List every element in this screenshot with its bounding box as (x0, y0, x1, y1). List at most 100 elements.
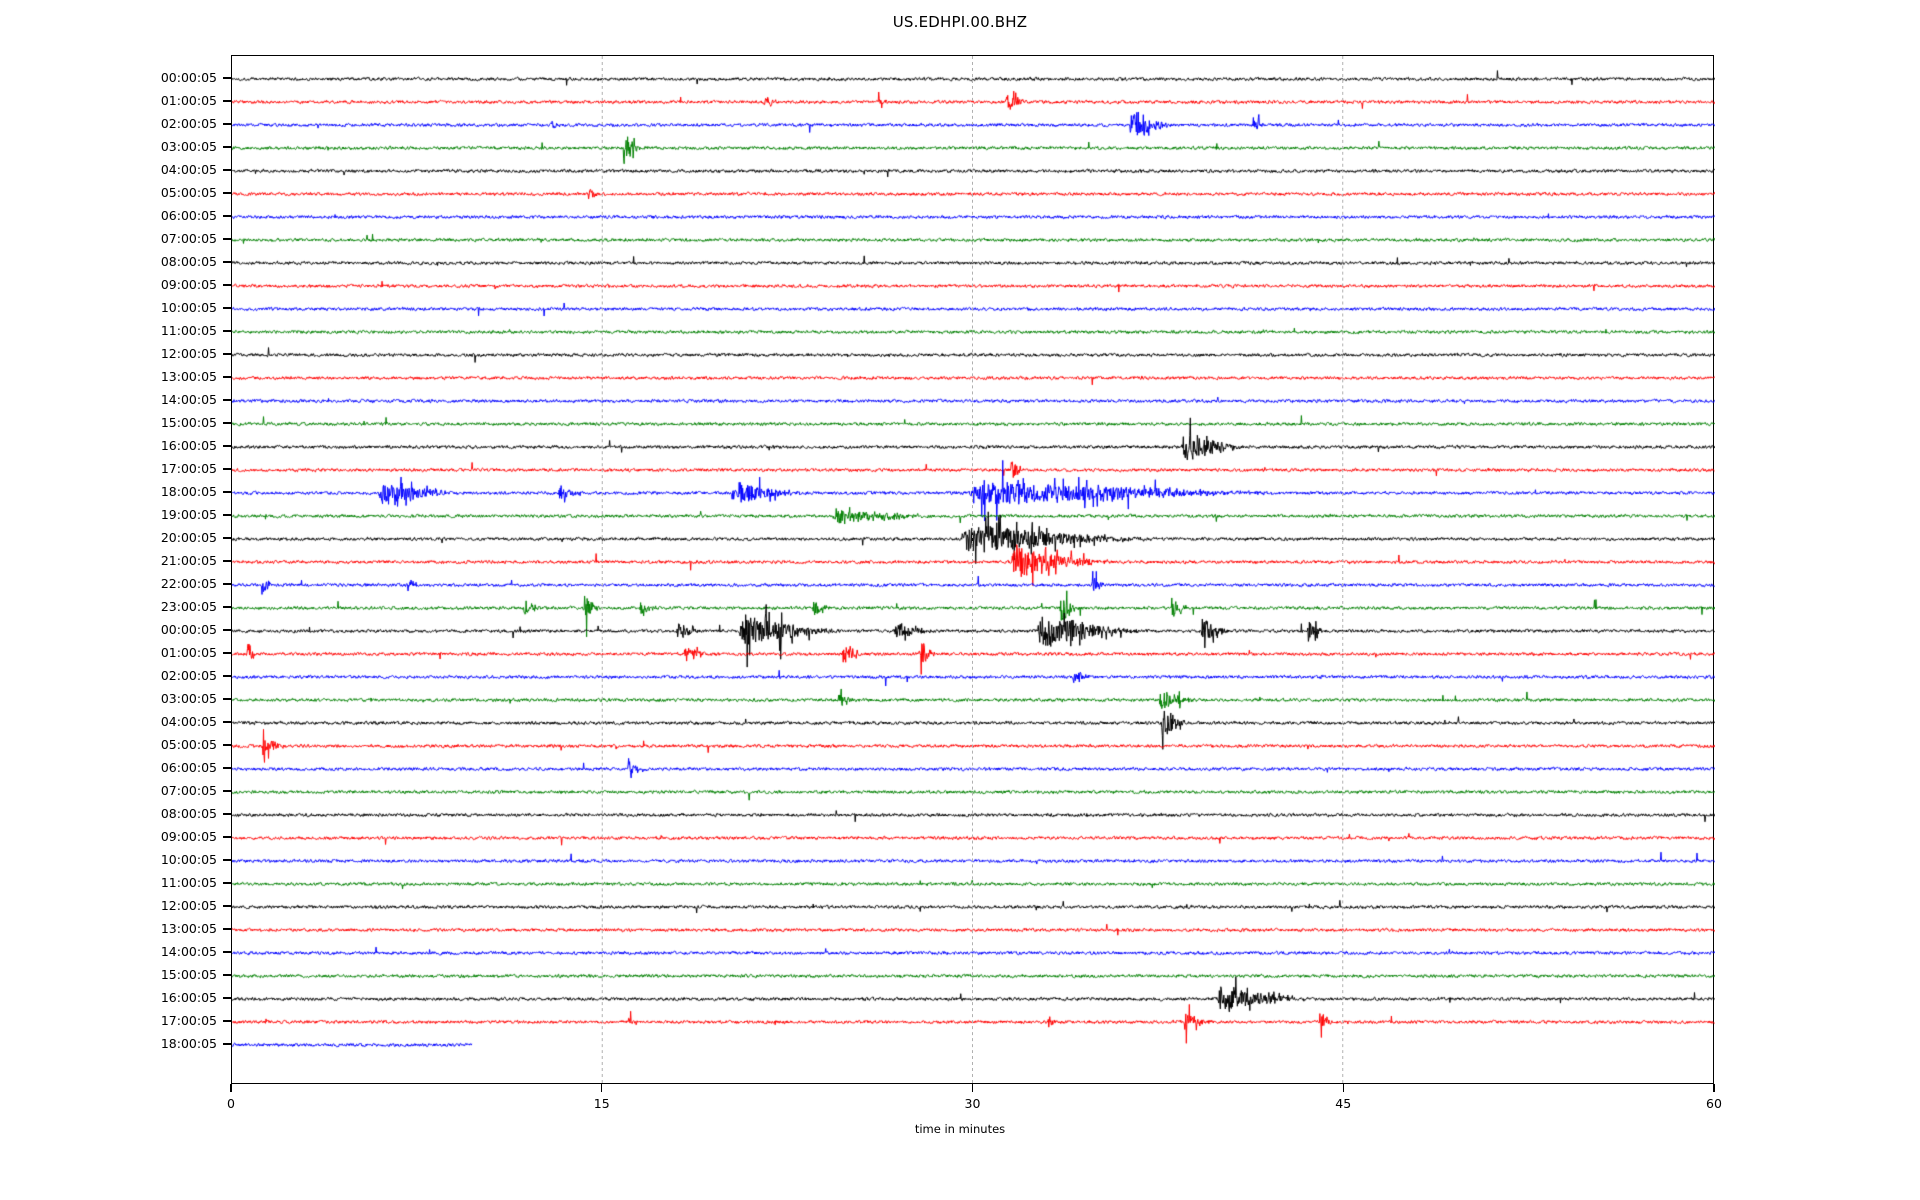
x-axis-tick-label: 45 (1335, 1096, 1352, 1111)
x-axis-tick-label: 15 (593, 1096, 610, 1111)
y-axis-tick (223, 951, 231, 953)
y-axis-tick-label: 18:00:05 (160, 483, 217, 499)
y-axis-tick (223, 813, 231, 815)
y-axis-tick (223, 859, 231, 861)
x-axis-tick (601, 1084, 603, 1092)
y-axis-tick (223, 652, 231, 654)
y-axis-tick (223, 606, 231, 608)
y-axis-tick (223, 146, 231, 148)
y-axis-tick-label: 12:00:05 (160, 345, 217, 361)
y-axis-tick-label: 04:00:05 (160, 713, 217, 729)
y-axis-tick-label: 23:00:05 (160, 598, 217, 614)
y-axis-tick-label: 06:00:05 (160, 759, 217, 775)
y-axis-tick (223, 468, 231, 470)
y-axis-tick (223, 583, 231, 585)
y-axis-tick-label: 13:00:05 (160, 920, 217, 936)
y-axis-tick (223, 905, 231, 907)
y-axis-tick-label: 10:00:05 (160, 299, 217, 315)
y-axis-tick (223, 123, 231, 125)
y-axis-tick-label: 03:00:05 (160, 690, 217, 706)
y-axis-tick (223, 1043, 231, 1045)
y-axis-tick-label: 10:00:05 (160, 851, 217, 867)
y-axis-tick (223, 353, 231, 355)
y-axis-tick (223, 491, 231, 493)
seismogram-traces-canvas (232, 56, 1715, 1085)
y-axis-tick (223, 514, 231, 516)
y-axis-tick-label: 03:00:05 (160, 138, 217, 154)
x-axis-tick (1713, 1084, 1715, 1092)
y-axis-tick-label: 17:00:05 (160, 1012, 217, 1028)
y-axis-tick-label: 02:00:05 (160, 115, 217, 131)
y-axis-tick-label: 18:00:05 (160, 1035, 217, 1051)
y-axis-tick-label: 00:00:05 (160, 69, 217, 85)
y-axis-tick-label: 11:00:05 (160, 874, 217, 890)
y-axis-tick-label: 20:00:05 (160, 529, 217, 545)
y-axis-tick (223, 537, 231, 539)
y-axis-tick-label: 13:00:05 (160, 368, 217, 384)
y-axis-tick (223, 215, 231, 217)
y-axis-tick (223, 100, 231, 102)
y-axis-tick (223, 560, 231, 562)
y-axis-tick-label: 01:00:05 (160, 92, 217, 108)
y-axis-tick (223, 721, 231, 723)
y-axis-tick (223, 836, 231, 838)
x-axis-tick (230, 1084, 232, 1092)
x-axis-tick (1342, 1084, 1344, 1092)
y-axis-tick-label: 15:00:05 (160, 414, 217, 430)
y-axis-tick-label: 07:00:05 (160, 782, 217, 798)
y-axis-tick-label: 19:00:05 (160, 506, 217, 522)
y-axis-tick (223, 261, 231, 263)
y-axis-tick (223, 629, 231, 631)
y-axis-tick-label: 07:00:05 (160, 230, 217, 246)
y-axis-tick-label: 08:00:05 (160, 805, 217, 821)
y-axis-tick-label: 21:00:05 (160, 552, 217, 568)
y-axis-tick-label: 04:00:05 (160, 161, 217, 177)
y-axis-tick-label: 05:00:05 (160, 736, 217, 752)
y-axis-tick (223, 445, 231, 447)
y-axis-tick-label: 09:00:05 (160, 828, 217, 844)
x-axis-tick-label: 60 (1706, 1096, 1722, 1111)
y-axis-tick-label: 12:00:05 (160, 897, 217, 913)
x-axis-tick-label: 0 (227, 1096, 235, 1111)
y-axis-tick (223, 974, 231, 976)
y-axis-tick-label: 02:00:05 (160, 667, 217, 683)
y-axis-tick (223, 882, 231, 884)
y-axis-tick (223, 1020, 231, 1022)
y-axis-tick (223, 307, 231, 309)
y-axis-tick (223, 698, 231, 700)
y-axis-tick-label: 15:00:05 (160, 966, 217, 982)
y-axis-tick (223, 744, 231, 746)
y-axis-tick (223, 399, 231, 401)
y-axis-tick-label: 01:00:05 (160, 644, 217, 660)
y-axis-tick (223, 675, 231, 677)
page-title: US.EDHPI.00.BHZ (892, 13, 1028, 31)
x-axis-tick (971, 1084, 974, 1092)
y-axis-tick (223, 767, 231, 769)
y-axis-tick-label: 06:00:05 (160, 207, 217, 223)
y-axis-tick-label: 05:00:05 (160, 184, 217, 200)
y-axis-tick (223, 376, 231, 378)
y-axis-tick-label: 16:00:05 (160, 989, 217, 1005)
y-axis-tick (223, 77, 231, 79)
y-axis-tick-label: 09:00:05 (160, 276, 217, 292)
y-axis-tick (223, 238, 231, 240)
plot-axes-frame (231, 55, 1715, 1085)
y-axis-tick-label: 14:00:05 (160, 943, 217, 959)
y-axis-tick-label: 14:00:05 (160, 391, 217, 407)
y-axis-tick-label: 17:00:05 (160, 460, 217, 476)
y-axis-tick-label: 00:00:05 (160, 621, 217, 637)
y-axis-tick-label: 22:00:05 (160, 575, 217, 591)
y-axis-tick (223, 284, 231, 286)
y-axis-tick (223, 928, 231, 930)
y-axis-tick (223, 169, 231, 171)
y-axis-tick (223, 422, 231, 424)
y-axis-tick-label: 08:00:05 (160, 253, 217, 269)
y-axis-tick-label: 11:00:05 (160, 322, 217, 338)
y-axis-tick (223, 192, 231, 194)
x-axis-tick-label: 30 (964, 1096, 981, 1111)
y-axis-tick (223, 330, 231, 332)
y-axis-tick-label: 16:00:05 (160, 437, 217, 453)
y-axis-tick (223, 790, 231, 792)
y-axis-tick (223, 997, 231, 999)
